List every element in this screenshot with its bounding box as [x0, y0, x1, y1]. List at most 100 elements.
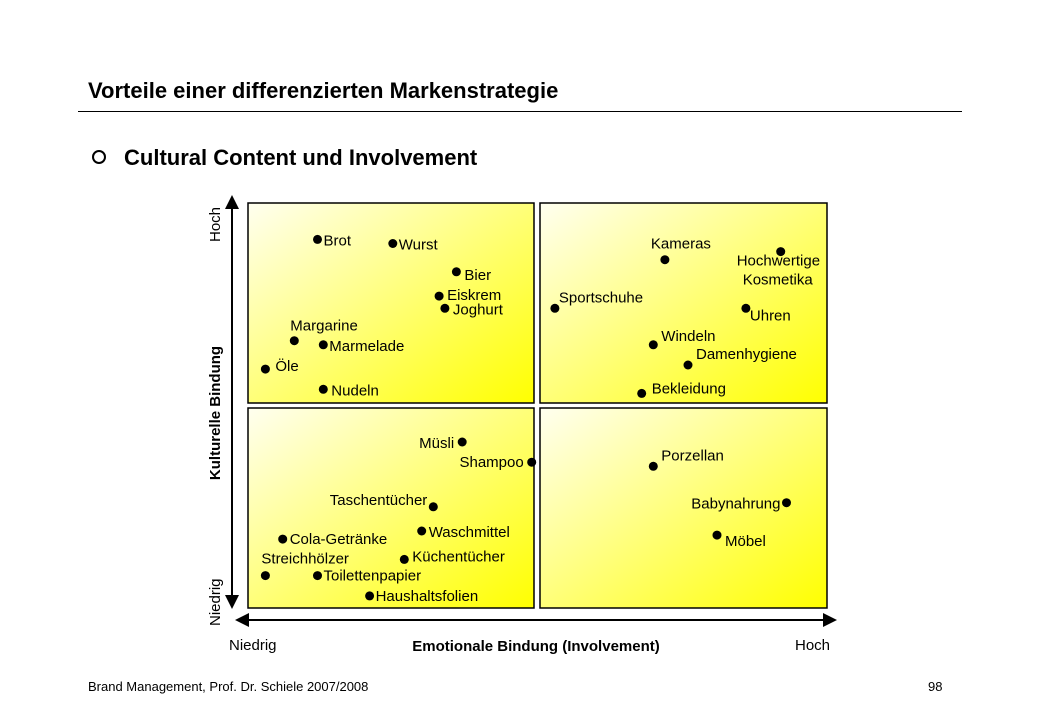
item-dot-damenhygiene [683, 360, 693, 370]
item-dot-kuechentuecher [399, 554, 409, 564]
item-shampoo: Shampoo [459, 454, 537, 471]
item-dot-bier [451, 267, 461, 277]
item-label-wurst: Wurst [399, 237, 439, 254]
quadrant-top-right [539, 202, 828, 404]
item-label2-hochwertige-kosmetika: Kosmetika [743, 272, 814, 289]
item-windeln: Windeln [648, 328, 716, 350]
item-sportschuhe: Sportschuhe [550, 289, 643, 313]
item-dot-eiskrem [434, 291, 444, 301]
y-axis-high-label: Hoch [207, 207, 224, 242]
item-dot-streichhoelzer [260, 571, 270, 581]
item-dot-marmelade [318, 340, 328, 350]
item-marmelade: Marmelade [318, 338, 404, 355]
x-axis-title: Emotionale Bindung (Involvement) [412, 638, 660, 655]
x-axis-high-label: Hoch [795, 637, 830, 654]
item-eiskrem: Eiskrem [434, 287, 501, 304]
item-damenhygiene: Damenhygiene [683, 346, 797, 370]
item-dot-brot [313, 234, 322, 244]
item-label-cola-getraenke: Cola-Getränke [290, 531, 388, 548]
item-label-streichhoelzer: Streichhölzer [261, 551, 349, 568]
item-bier: Bier [451, 267, 491, 284]
item-dot-shampoo [527, 457, 537, 467]
item-dot-kameras [660, 255, 670, 265]
item-waschmittel: Waschmittel [417, 524, 510, 541]
x-axis-low-label: Niedrig [229, 637, 277, 654]
item-dot-oele [260, 364, 270, 374]
item-label-bier: Bier [464, 267, 491, 284]
item-label-sportschuhe: Sportschuhe [559, 289, 643, 306]
item-babynahrung: Babynahrung [691, 496, 791, 513]
item-label-taschentuecher: Taschentücher [330, 492, 428, 509]
item-taschentuecher: Taschentücher [330, 492, 438, 512]
slide-title: Vorteile einer differenzierten Markenstr… [88, 78, 559, 103]
item-label-toilettenpapier: Toilettenpapier [324, 568, 422, 585]
item-dot-muesli [457, 437, 467, 447]
y-axis-title: Kulturelle Bindung [207, 346, 224, 480]
item-cola-getraenke: Cola-Getränke [278, 531, 387, 548]
item-dot-moebel [712, 530, 722, 540]
item-dot-cola-getraenke [278, 534, 288, 544]
item-margarine: Margarine [289, 318, 358, 346]
item-streichhoelzer: Streichhölzer [260, 551, 349, 581]
item-label-marmelade: Marmelade [329, 338, 404, 355]
quadrant-bottom-right [539, 407, 828, 609]
item-label-oele: Öle [275, 357, 298, 375]
item-label-babynahrung: Babynahrung [691, 496, 780, 513]
item-dot-waschmittel [417, 526, 427, 536]
item-dot-uhren [741, 303, 751, 313]
item-toilettenpapier: Toilettenpapier [313, 568, 421, 585]
item-label-brot: Brot [324, 232, 352, 249]
item-label-muesli: Müsli [419, 435, 454, 452]
item-haushaltsfolien: Haushaltsfolien [365, 588, 478, 605]
item-label-uhren: Uhren [750, 307, 791, 324]
item-kuechentuecher: Küchentücher [399, 548, 505, 565]
item-label-margarine: Margarine [290, 318, 358, 335]
item-dot-taschentuecher [428, 502, 438, 512]
item-dot-babynahrung [782, 498, 791, 508]
item-label-haushaltsfolien: Haushaltsfolien [376, 588, 479, 605]
item-nudeln: Nudeln [318, 382, 379, 399]
item-label-windeln: Windeln [661, 328, 715, 345]
item-dot-haushaltsfolien [365, 591, 375, 601]
item-dot-porzellan [648, 461, 658, 471]
item-label-bekleidung: Bekleidung [652, 380, 726, 397]
item-label-hochwertige-kosmetika: Hochwertige [737, 253, 820, 270]
item-dot-wurst [388, 239, 398, 248]
footer-course: Brand Management, Prof. Dr. Schiele 2007… [88, 679, 369, 694]
item-dot-nudeln [318, 384, 328, 394]
item-label-moebel: Möbel [725, 533, 766, 550]
item-bekleidung: Bekleidung [637, 380, 726, 398]
item-dot-sportschuhe [550, 303, 560, 313]
quadrant-bottom-left [247, 407, 535, 609]
item-dot-bekleidung [637, 388, 647, 398]
item-label-shampoo: Shampoo [459, 454, 523, 471]
item-dot-joghurt [440, 303, 450, 313]
item-label-waschmittel: Waschmittel [429, 524, 510, 541]
item-label-kuechentuecher: Küchentücher [412, 548, 505, 565]
item-label-kameras: Kameras [651, 236, 711, 253]
item-wurst: Wurst [388, 237, 439, 254]
item-label-joghurt: Joghurt [453, 301, 504, 318]
item-hochwertige-kosmetika: Hochwertige Kosmetika [737, 247, 820, 289]
slide-subtitle: Cultural Content und Involvement [124, 145, 478, 170]
item-brot: Brot [313, 232, 352, 249]
item-moebel: Möbel [712, 530, 766, 550]
item-oele: Öle [260, 357, 299, 375]
item-muesli: Müsli [419, 435, 467, 452]
item-label-porzellan: Porzellan [661, 447, 724, 464]
quadrant-top-left [247, 202, 535, 404]
item-label-nudeln: Nudeln [331, 382, 379, 399]
item-dot-windeln [648, 340, 658, 350]
item-uhren: Uhren [741, 303, 791, 324]
item-label-damenhygiene: Damenhygiene [696, 346, 797, 363]
item-dot-hochwertige-kosmetika [776, 247, 786, 257]
quadrants-group [247, 202, 828, 609]
axes-group: Hoch Kulturelle Bindung Niedrig Niedrig … [207, 195, 837, 655]
item-kameras: Kameras [651, 236, 711, 265]
item-label-eiskrem: Eiskrem [447, 287, 501, 304]
bullet-circle-icon [92, 150, 106, 164]
y-axis-low-label: Niedrig [207, 578, 224, 626]
title-divider [78, 111, 962, 112]
